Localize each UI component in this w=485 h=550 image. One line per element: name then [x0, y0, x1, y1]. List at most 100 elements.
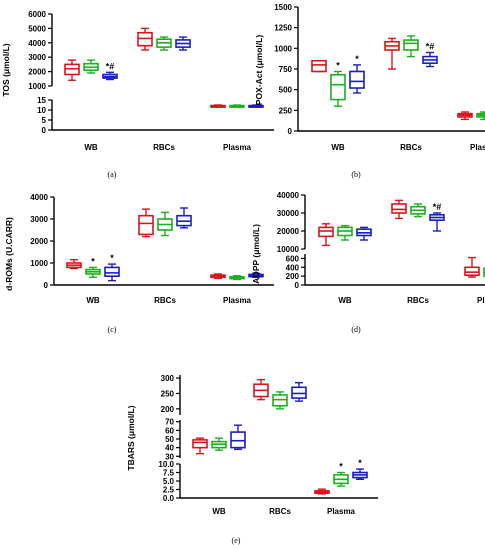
box-plot	[337, 224, 353, 241]
panel-caption: (b)	[351, 170, 361, 179]
significance-marker: *	[91, 256, 95, 266]
panel-caption: (d)	[351, 325, 361, 334]
box-plot	[210, 104, 226, 108]
y-tick-label: 5000	[28, 24, 46, 33]
box-plot	[248, 104, 264, 108]
category-label: Plasma	[477, 296, 485, 305]
box-plot	[229, 275, 245, 281]
y-axis-title: POX-Act (μmol/L)	[254, 35, 264, 106]
box-iqr	[349, 70, 365, 89]
box-plot	[291, 381, 307, 402]
panel-b: 0 250 500 750 1000 1250 1500 WB RBCs Plasma POX-Ac…	[254, 3, 485, 179]
significance-marker: *	[355, 54, 359, 64]
y-tick-label: 7.5	[163, 469, 175, 478]
y-tick-label: 10000	[277, 245, 300, 254]
y-tick-label: 5	[42, 116, 47, 125]
y-tick-label: 40000	[277, 191, 300, 200]
y-tick-label: 400	[286, 263, 300, 272]
box-plot	[175, 36, 191, 51]
y-tick-label: 500	[279, 86, 293, 95]
box-plot	[138, 208, 154, 238]
panel-caption: (a)	[108, 170, 117, 179]
box-plot	[83, 59, 99, 74]
box-iqr	[318, 226, 334, 238]
panel-caption: (e)	[232, 536, 241, 545]
y-tick-label: 20000	[277, 227, 300, 236]
box-plot	[176, 207, 192, 229]
y-tick-label: 6000	[28, 10, 46, 19]
y-tick-label: 10.0	[158, 460, 174, 469]
box-plot	[253, 378, 269, 401]
y-tick-label: 200	[161, 405, 175, 414]
box-plot	[403, 35, 419, 58]
y-axis-title: TOS (μmol/L)	[1, 43, 11, 96]
y-tick-label: 15	[37, 96, 46, 105]
category-label: WB	[331, 143, 345, 152]
category-label: Plasma	[223, 296, 252, 305]
significance-marker: *#	[426, 41, 435, 51]
category-label: WB	[212, 507, 226, 516]
box-plot: *	[104, 253, 120, 282]
box-plot	[64, 59, 80, 81]
significance-marker: *	[339, 462, 343, 472]
box-plot	[248, 272, 264, 278]
box-plot	[391, 199, 407, 220]
y-tick-label: 2.5	[163, 486, 175, 495]
box-iqr	[311, 59, 327, 73]
box-iqr	[230, 431, 246, 449]
y-tick-label: 3000	[28, 53, 46, 62]
box-plot	[229, 104, 245, 108]
y-tick-label: 250	[279, 106, 293, 115]
category-label: WB	[338, 296, 352, 305]
y-tick-label: 50	[165, 435, 174, 444]
significance-marker: *	[358, 458, 362, 468]
box-iqr	[391, 203, 407, 214]
box-plot: *#	[429, 202, 445, 232]
box-iqr	[464, 266, 480, 277]
panel-c: 0 1000 2000 3000 4000 WB RBCs Plasma d-ROMs (U.C…	[4, 193, 274, 334]
category-label: WB	[84, 143, 98, 152]
significance-marker: *	[336, 60, 340, 70]
box-plot	[318, 223, 334, 247]
category-label: RBCs	[154, 296, 176, 305]
box-plot: *	[333, 462, 349, 487]
category-label: RBCs	[407, 296, 429, 305]
y-tick-label: 3000	[30, 215, 48, 224]
y-tick-label: 0	[42, 126, 47, 135]
box-plot	[211, 437, 227, 451]
y-axis-title: TBARS (μmol/L)	[126, 405, 136, 470]
box-plot: *	[349, 54, 365, 94]
category-label: Plasma	[223, 143, 252, 152]
box-plot: *	[352, 458, 368, 480]
panel-caption: (c)	[108, 325, 117, 334]
y-axis-title: AOPP (μmol/L)	[251, 224, 261, 284]
y-tick-label: 750	[279, 65, 293, 74]
box-plot	[137, 27, 153, 51]
y-tick-label: 4000	[28, 39, 46, 48]
box-plot	[457, 111, 473, 121]
y-tick-label: 600	[286, 254, 300, 263]
box-plot	[66, 259, 82, 270]
y-axis-title: d-ROMs (U.CARR)	[4, 217, 14, 291]
significance-marker: *	[110, 253, 114, 263]
box-iqr	[104, 266, 120, 277]
box-plot	[272, 391, 288, 410]
y-tick-label: 1000	[30, 259, 48, 268]
box-plot	[384, 37, 400, 70]
y-tick-label: 30	[165, 452, 174, 461]
category-label: RBCs	[400, 143, 422, 152]
box-plot: *#	[422, 41, 438, 68]
box-plot	[356, 226, 372, 241]
box-plot	[210, 273, 226, 280]
significance-marker: *#	[106, 61, 115, 71]
box-plot: *#	[102, 61, 118, 81]
y-tick-label: 10	[37, 106, 46, 115]
category-label: WB	[86, 296, 100, 305]
y-tick-label: 1000	[274, 44, 292, 53]
y-tick-label: 0.0	[163, 494, 175, 503]
box-iqr	[138, 214, 154, 236]
y-tick-label: 30000	[277, 209, 300, 218]
